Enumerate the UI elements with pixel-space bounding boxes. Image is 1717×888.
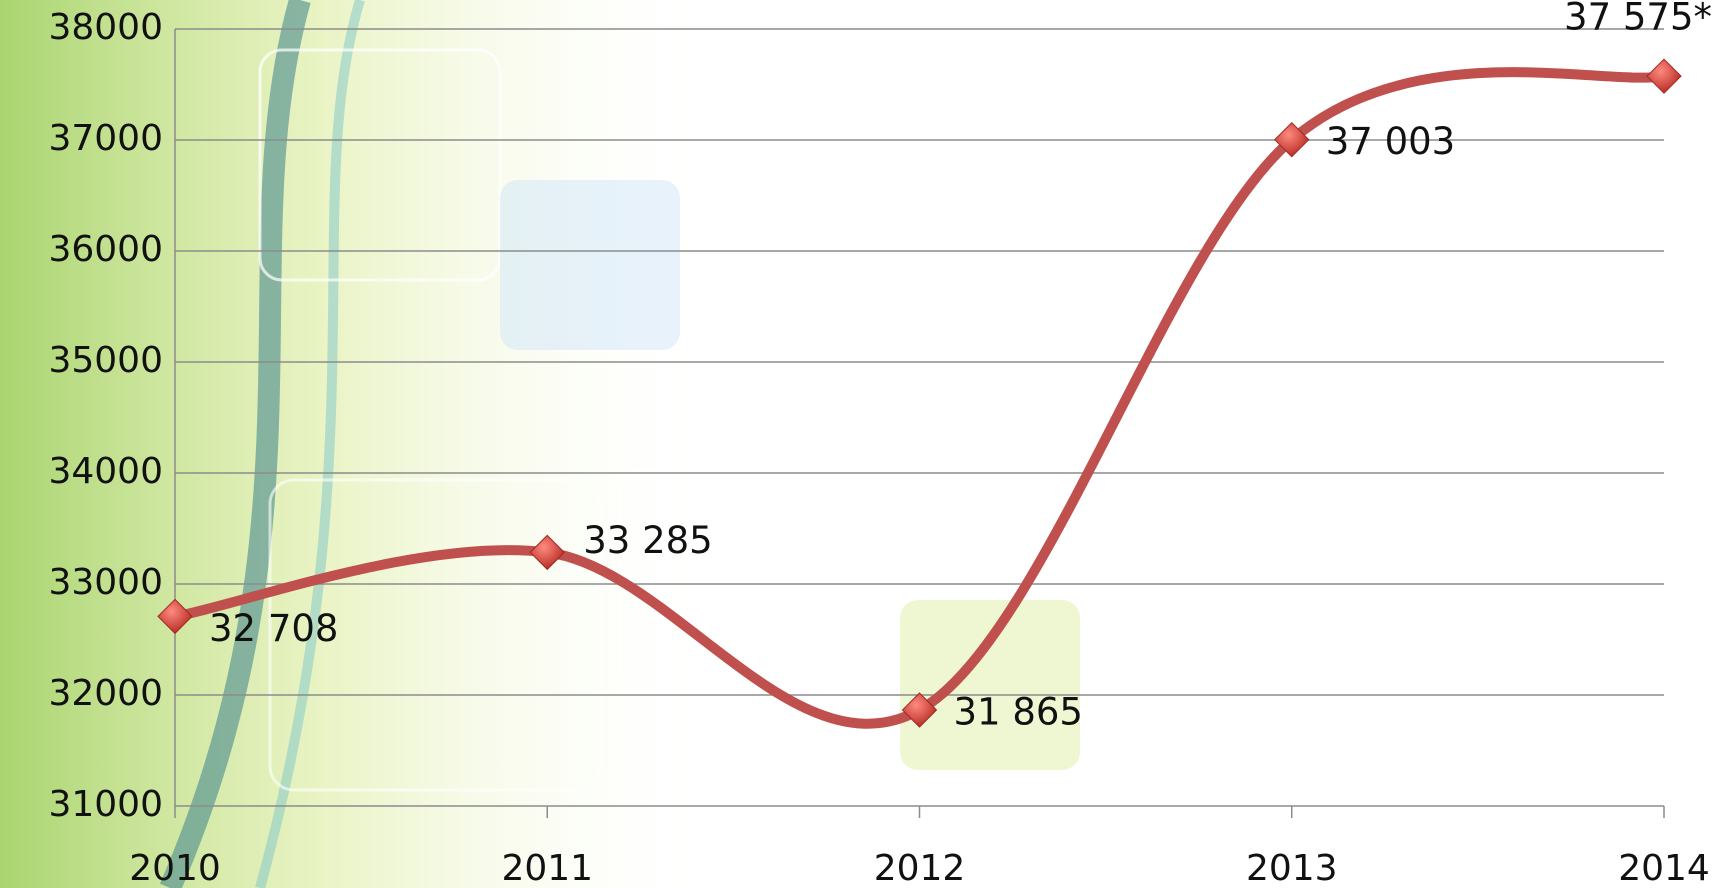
- y-tick-label: 31000: [48, 784, 163, 825]
- y-tick-label: 32000: [48, 673, 163, 714]
- background: [0, 0, 1717, 888]
- x-tick-label: 2011: [501, 848, 593, 888]
- y-tick-label: 36000: [48, 229, 163, 270]
- x-tick-label: 2013: [1246, 848, 1338, 888]
- value-label: 32 708: [209, 607, 338, 650]
- y-tick-label: 37000: [48, 118, 163, 159]
- x-tick-label: 2010: [129, 848, 221, 888]
- value-label: 31 865: [954, 690, 1083, 733]
- value-label: 37 575*: [1564, 0, 1712, 39]
- y-tick-label: 33000: [48, 562, 163, 603]
- value-label: 37 003: [1326, 120, 1455, 163]
- x-tick-label: 2012: [874, 848, 966, 888]
- page: {"chart_data": {"type": "line", "categor…: [0, 0, 1717, 888]
- y-tick-label: 35000: [48, 340, 163, 381]
- chart: 31000 32000 33000 34000 35000 36000 37000 38000…: [0, 0, 1717, 888]
- y-tick-label: 38000: [48, 7, 163, 48]
- y-tick-label: 34000: [48, 451, 163, 492]
- value-label: 33 285: [583, 519, 712, 562]
- x-tick-label: 2014: [1618, 848, 1710, 888]
